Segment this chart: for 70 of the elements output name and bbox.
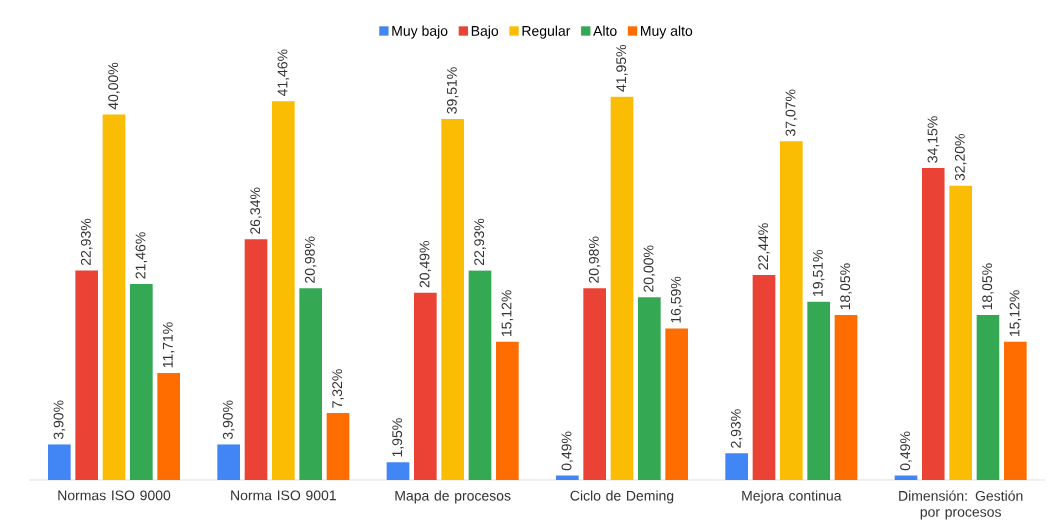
x-tick-label: Normas ISO 9000 [58, 490, 171, 501]
data-label: 22,44% [758, 223, 770, 270]
legend-label: Alto [593, 25, 617, 37]
legend-label: Muy bajo [392, 25, 448, 39]
data-label: 15,12% [501, 290, 514, 337]
data-label: 18,05% [982, 263, 994, 310]
x-tick-label: Dimensión: Gestión por procesos [899, 490, 1023, 520]
bar [496, 342, 519, 481]
bar [780, 141, 803, 481]
data-label: 34,15% [927, 116, 940, 163]
bar [1004, 342, 1027, 481]
bar [725, 453, 748, 481]
bar [299, 288, 322, 481]
bar [922, 168, 945, 481]
data-label: 0,49% [900, 431, 912, 471]
data-label: 7,32% [332, 369, 344, 408]
data-label: 0,49% [561, 431, 574, 471]
bar [386, 462, 410, 481]
data-label: 19,51% [812, 250, 825, 297]
bar [976, 315, 1000, 481]
bar [244, 239, 268, 481]
data-label: 20,98% [588, 236, 601, 284]
data-label: 40,00% [108, 62, 120, 110]
data-label: 37,07% [785, 89, 798, 137]
bar [468, 270, 492, 481]
bar [556, 475, 579, 481]
data-label: 1,95% [392, 418, 404, 457]
bar [157, 373, 181, 481]
bar [752, 275, 776, 481]
data-label: 22,93% [474, 218, 486, 266]
bar [949, 185, 972, 481]
data-label: 39,51% [446, 67, 459, 114]
bar [834, 315, 858, 481]
data-label: 20,49% [419, 241, 432, 288]
bar [665, 328, 688, 481]
data-label: 3,90% [53, 400, 66, 440]
legend-label: Muy alto [641, 25, 693, 39]
data-label: 18,05% [840, 263, 852, 310]
data-label: 22,93% [80, 218, 93, 266]
legend-label: Bajo [471, 25, 499, 39]
bar [102, 114, 126, 481]
bar [583, 288, 606, 481]
data-label: 20,98% [304, 236, 317, 284]
data-label: 41,46% [277, 49, 290, 97]
legend-label: Regular [522, 25, 571, 39]
x-tick-label: Mejora continua [742, 490, 842, 504]
data-label: 3,90% [222, 400, 235, 440]
data-label: 20,00% [643, 245, 656, 292]
data-label: 2,93% [730, 409, 743, 448]
x-tick-label: Norma ISO 9001 [231, 490, 336, 501]
bar [75, 270, 99, 481]
data-label: 16,59% [670, 276, 683, 323]
data-label: 21,46% [135, 232, 148, 279]
bar [272, 101, 295, 481]
bar [610, 96, 634, 481]
bar [326, 413, 350, 481]
bar [638, 297, 661, 481]
data-label: 15,12% [1009, 290, 1022, 337]
bar [130, 284, 153, 481]
x-tick-label: Ciclo de Deming [570, 490, 674, 504]
data-label: 32,20% [954, 134, 967, 181]
data-label: 41,95% [616, 45, 628, 92]
data-label: 11,71% [162, 322, 175, 368]
bar [414, 292, 437, 481]
bar [217, 444, 240, 481]
bar [441, 119, 465, 481]
bar [807, 301, 830, 481]
x-tick-label: Mapa de procesos [395, 490, 511, 504]
bar [48, 444, 71, 481]
data-label: 26,34% [250, 187, 262, 235]
